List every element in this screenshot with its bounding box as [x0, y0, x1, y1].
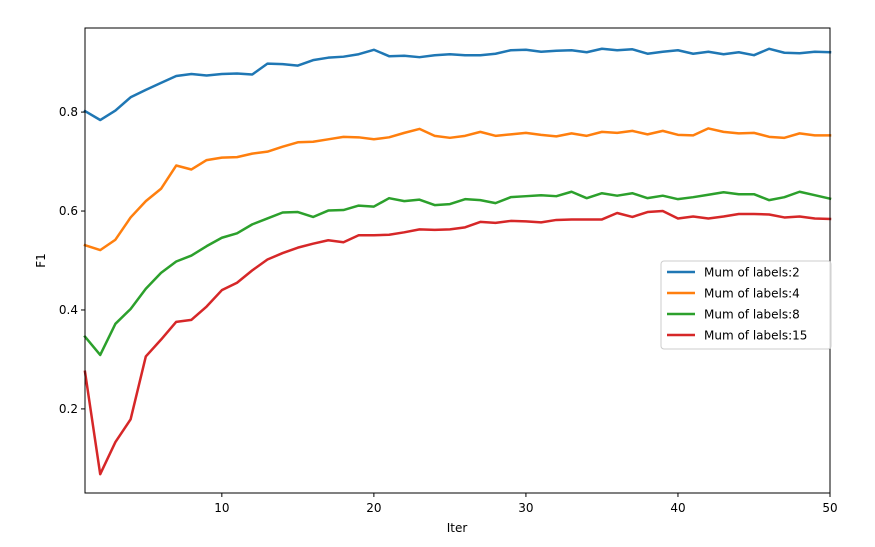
series-layer	[83, 47, 832, 476]
series-line-2	[83, 127, 832, 252]
y-tick-label: 0.2	[59, 402, 78, 416]
series-line-4	[83, 209, 832, 476]
x-axis-ticks: 10 20 30 40 50	[214, 493, 838, 515]
x-tick-label: 20	[366, 501, 381, 515]
series-line-1	[83, 47, 832, 122]
x-tick-label: 30	[518, 501, 533, 515]
legend-label-1: Mum of labels:2	[704, 266, 800, 280]
y-tick-label: 0.6	[59, 204, 78, 218]
legend-label-4: Mum of labels:15	[704, 329, 807, 343]
x-tick-label: 50	[822, 501, 837, 515]
series-line-3	[83, 190, 832, 357]
y-axis-ticks: 0.2 0.4 0.6 0.8	[59, 105, 85, 416]
legend: Mum of labels:2 Mum of labels:4 Mum of lab…	[660, 260, 832, 350]
x-axis-label: Iter	[447, 521, 468, 535]
y-tick-label: 0.4	[59, 303, 78, 317]
y-axis-label: F1	[34, 253, 48, 268]
plot-frame	[84, 27, 831, 494]
x-tick-label: 10	[214, 501, 229, 515]
y-tick-label: 0.8	[59, 105, 78, 119]
legend-box	[660, 260, 832, 350]
legend-label-3: Mum of labels:8	[704, 308, 800, 322]
legend-label-2: Mum of labels:4	[704, 287, 800, 301]
x-tick-label: 40	[670, 501, 685, 515]
